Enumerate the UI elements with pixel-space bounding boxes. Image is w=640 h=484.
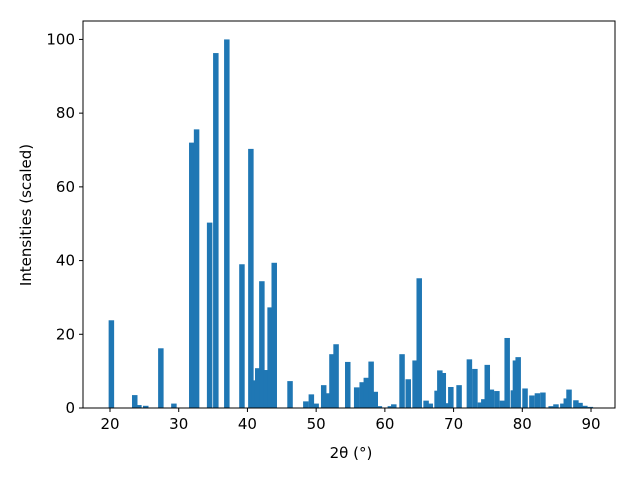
bar bbox=[412, 360, 418, 408]
bar bbox=[566, 389, 572, 408]
bar bbox=[359, 382, 365, 408]
bar bbox=[456, 385, 462, 408]
bar bbox=[239, 264, 245, 408]
bar bbox=[427, 403, 433, 408]
bar bbox=[308, 394, 315, 408]
bar bbox=[416, 278, 422, 408]
y-tick-label: 40 bbox=[56, 252, 75, 270]
bar bbox=[329, 354, 335, 408]
bar bbox=[267, 307, 273, 408]
bar bbox=[193, 129, 200, 409]
y-tick-label: 20 bbox=[56, 325, 75, 343]
y-tick-label: 80 bbox=[56, 104, 75, 122]
bar bbox=[372, 391, 378, 408]
bar bbox=[488, 389, 495, 408]
bar bbox=[466, 359, 473, 408]
bar bbox=[263, 370, 269, 408]
bar bbox=[515, 357, 521, 408]
x-tick-label: 30 bbox=[169, 415, 188, 433]
bar bbox=[158, 348, 164, 408]
bar bbox=[345, 361, 351, 408]
bar bbox=[529, 395, 535, 408]
bar bbox=[251, 380, 258, 408]
bar bbox=[206, 222, 213, 408]
bar bbox=[333, 344, 339, 408]
x-tick-label: 70 bbox=[444, 415, 463, 433]
bar bbox=[399, 354, 405, 408]
bar bbox=[325, 393, 331, 408]
bar bbox=[440, 372, 447, 408]
x-tick-label: 40 bbox=[238, 415, 257, 433]
bar bbox=[248, 148, 254, 408]
x-tick-label: 20 bbox=[100, 415, 119, 433]
bar bbox=[577, 402, 583, 408]
bar bbox=[313, 403, 319, 408]
bar bbox=[423, 400, 429, 408]
bar bbox=[499, 400, 506, 408]
bar bbox=[142, 405, 149, 408]
bar bbox=[368, 361, 374, 408]
bar bbox=[131, 395, 138, 408]
y-axis-label: Intensities (scaled) bbox=[17, 144, 35, 286]
x-axis-label: 2θ (°) bbox=[330, 444, 373, 462]
bar bbox=[320, 385, 327, 408]
bar bbox=[376, 406, 383, 408]
bar bbox=[540, 392, 546, 408]
bar bbox=[437, 370, 443, 408]
bar bbox=[448, 386, 454, 408]
bar bbox=[472, 368, 478, 408]
bar bbox=[363, 377, 370, 408]
x-tick-label: 80 bbox=[513, 415, 532, 433]
bar bbox=[271, 262, 277, 408]
x-tick-label: 90 bbox=[581, 415, 600, 433]
bar bbox=[444, 403, 451, 408]
bar bbox=[387, 406, 394, 408]
bar bbox=[484, 364, 491, 408]
bar bbox=[108, 320, 115, 408]
bar bbox=[171, 403, 177, 408]
bar bbox=[481, 399, 487, 408]
bar bbox=[494, 391, 500, 408]
bar bbox=[254, 368, 261, 408]
bar bbox=[477, 402, 484, 408]
bar bbox=[259, 281, 265, 408]
bar bbox=[522, 388, 528, 408]
x-tick-label: 60 bbox=[375, 415, 394, 433]
bar bbox=[136, 405, 142, 408]
bar bbox=[213, 53, 219, 409]
bar bbox=[391, 404, 397, 408]
bar bbox=[189, 142, 195, 408]
x-tick-label: 50 bbox=[307, 415, 326, 433]
y-tick-label: 100 bbox=[46, 30, 75, 48]
bar bbox=[353, 387, 360, 408]
bar bbox=[534, 393, 541, 408]
bar bbox=[553, 404, 559, 408]
y-tick-label: 60 bbox=[56, 178, 75, 196]
bar bbox=[560, 403, 566, 408]
bar bbox=[405, 379, 411, 408]
bar bbox=[548, 406, 554, 408]
y-tick-label: 0 bbox=[65, 399, 75, 417]
bar bbox=[582, 405, 588, 408]
bar bbox=[504, 337, 510, 408]
bar bbox=[587, 406, 594, 408]
plot-frame bbox=[82, 20, 616, 409]
bar bbox=[573, 400, 579, 408]
bar bbox=[303, 401, 309, 408]
bar bbox=[287, 381, 293, 408]
bar bbox=[224, 39, 230, 409]
